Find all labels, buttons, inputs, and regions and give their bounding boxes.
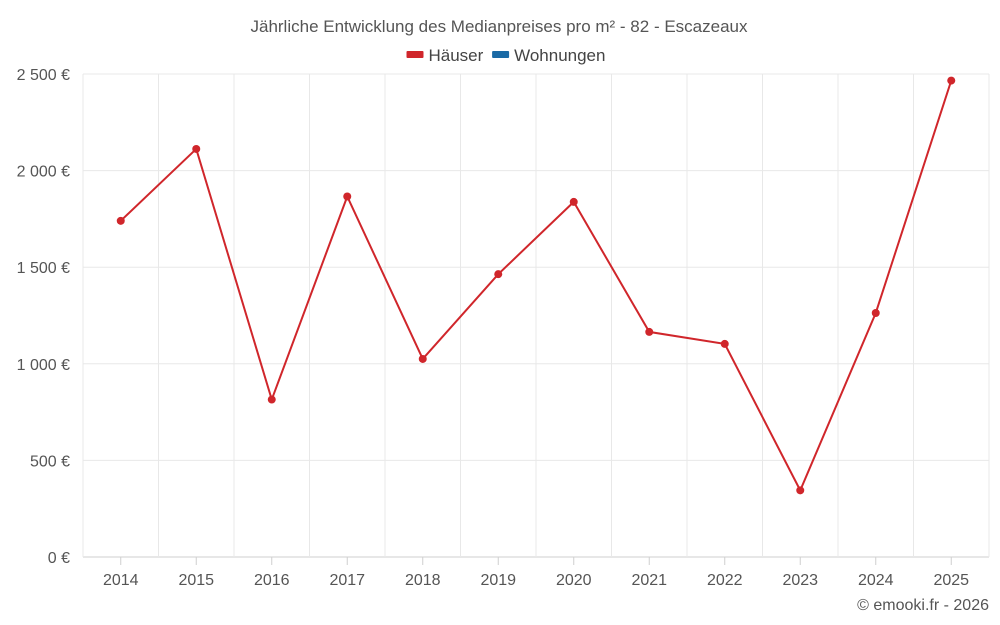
x-tick-label: 2016: [254, 572, 290, 589]
data-point-2019[interactable]: [494, 270, 503, 279]
y-tick-label: 1 500 €: [17, 260, 70, 277]
x-tick-label: 2017: [329, 572, 365, 589]
y-tick-label: 1 000 €: [17, 357, 70, 374]
data-point-2014[interactable]: [116, 216, 125, 225]
x-tick-label: 2021: [631, 572, 667, 589]
series-group: [116, 76, 956, 495]
data-point-2025[interactable]: [947, 76, 956, 85]
legend-item-wohnungen[interactable]: Wohnungen: [492, 46, 605, 65]
x-tick-label: 2020: [556, 572, 592, 589]
data-point-2024[interactable]: [871, 308, 880, 317]
x-tick-label: 2023: [782, 572, 818, 589]
x-tick-label: 2015: [178, 572, 214, 589]
x-tick-label: 2014: [103, 572, 139, 589]
legend-swatch: [492, 51, 510, 58]
data-point-2022[interactable]: [720, 339, 729, 348]
data-point-2023[interactable]: [796, 486, 805, 495]
chart-title: Jährliche Entwicklung des Medianpreises …: [250, 17, 748, 36]
grid: [82, 73, 990, 565]
legend-label: Häuser: [429, 46, 484, 65]
x-tick-label: 2024: [858, 572, 894, 589]
data-point-2020[interactable]: [569, 197, 578, 206]
data-point-2016[interactable]: [267, 395, 276, 404]
x-tick-label: 2019: [480, 572, 516, 589]
legend: Häuser Wohnungen: [406, 46, 605, 65]
x-tick-label: 2022: [707, 572, 743, 589]
y-tick-label: 2 000 €: [17, 164, 70, 181]
x-axis-ticks: 2014 2015 2016 2017 2018 2019 2020 2021 2022 2023…: [103, 572, 969, 589]
data-point-2021[interactable]: [645, 327, 654, 336]
legend-swatch: [406, 51, 424, 58]
y-axis-ticks: 0 € 500 € 1 000 € 1 500 € 2 000 € 2 500 €: [17, 67, 70, 567]
y-tick-label: 0 €: [48, 550, 70, 567]
y-tick-label: 2 500 €: [17, 67, 70, 84]
x-tick-label: 2025: [933, 572, 969, 589]
legend-item-häuser[interactable]: Häuser: [406, 46, 484, 65]
data-point-2015[interactable]: [192, 144, 201, 153]
series-line-häuser: [120, 80, 953, 493]
x-tick-label: 2018: [405, 572, 441, 589]
credit-text: © emooki.fr - 2026: [857, 597, 989, 614]
data-point-2018[interactable]: [418, 354, 427, 363]
data-point-2017[interactable]: [343, 192, 352, 201]
y-tick-label: 500 €: [30, 453, 70, 470]
legend-label: Wohnungen: [514, 46, 605, 65]
